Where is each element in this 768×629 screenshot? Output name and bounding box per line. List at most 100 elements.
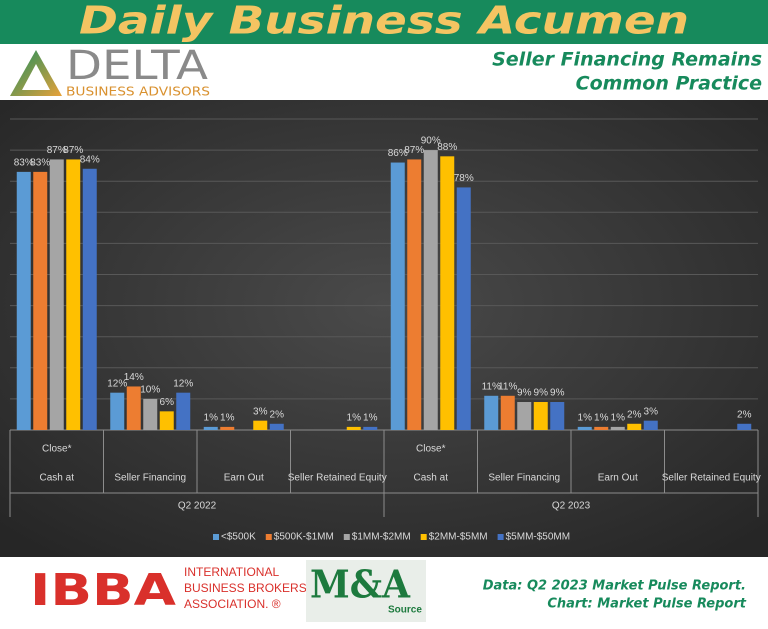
data-label: 86% [388, 148, 408, 159]
data-label: 12% [173, 378, 193, 389]
bar [363, 426, 378, 430]
legend-label: $500K-$1MM [274, 532, 334, 543]
bar [33, 171, 48, 430]
legend-swatch [343, 534, 350, 540]
data-label: 84% [80, 154, 100, 165]
bar [269, 423, 284, 430]
bar [82, 168, 97, 430]
data-label: 87% [47, 145, 67, 156]
data-label: 14% [124, 372, 144, 383]
x-tick-label: Seller Financing [114, 473, 186, 484]
bar [143, 398, 158, 430]
data-label: 87% [404, 145, 424, 156]
bar [110, 392, 125, 430]
data-label: 2% [627, 409, 642, 420]
x-tick-label: Seller Financing [488, 473, 560, 484]
bar [159, 411, 174, 430]
bar [203, 426, 218, 430]
ibba-name: BUSINESS BROKERS [184, 581, 307, 595]
bar [594, 426, 609, 430]
bar [737, 423, 752, 430]
x-tick-label: Close* [42, 444, 72, 455]
bar [440, 156, 455, 430]
logo-triangle-inner [22, 64, 50, 90]
data-label: 2% [737, 409, 752, 420]
bar [456, 187, 471, 430]
data-label: 9% [534, 388, 549, 399]
x-tick-label: Cash at [414, 473, 449, 484]
header-banner [0, 0, 768, 44]
data-label: 2% [270, 409, 285, 420]
bar [16, 171, 31, 430]
data-label: 78% [454, 173, 474, 184]
bar [49, 159, 64, 430]
x-tick-label: Earn Out [598, 473, 638, 484]
legend-swatch [213, 534, 219, 540]
data-label: 3% [253, 406, 268, 417]
data-label: 11% [482, 381, 501, 392]
legend-label: $2MM-$5MM [429, 532, 488, 543]
data-label: 9% [550, 388, 565, 399]
x-tick-label: Cash at [40, 473, 75, 484]
data-label: 10% [140, 385, 160, 396]
data-label: 12% [107, 378, 127, 389]
bar [390, 162, 405, 431]
bar [423, 150, 438, 430]
x-tick-label: Seller Retained Equity [662, 473, 761, 484]
data-label: 9% [517, 388, 532, 399]
bar [517, 402, 532, 430]
data-label: 11% [498, 381, 517, 392]
bar [484, 395, 499, 430]
header-band [0, 44, 768, 100]
data-label: 1% [363, 413, 378, 424]
subtitle-line: Common Practice [576, 73, 762, 95]
legend-label: $1MM-$2MM [352, 532, 411, 543]
data-label: 87% [63, 145, 83, 156]
legend-swatch [420, 534, 427, 540]
x-tick-label: Earn Out [224, 473, 264, 484]
mna-logo-box [306, 560, 426, 622]
legend-label: <$500K [221, 532, 256, 543]
bar [500, 395, 515, 430]
bar [577, 426, 592, 430]
x-tick-label: Close* [416, 444, 446, 455]
logo-name: DELTA [66, 43, 209, 89]
ibba-logo: IBBA [30, 565, 176, 616]
chart: Close* Cash at Seller Financing Earn Out Sel… [9, 118, 761, 543]
data-label: 1% [611, 413, 626, 424]
ibba-name: INTERNATIONAL [184, 565, 279, 579]
legend-swatch [265, 534, 272, 540]
mna-source: Source [388, 605, 422, 616]
bar [643, 420, 658, 430]
bar [220, 426, 235, 430]
x-tick-label: Seller Retained Equity [288, 473, 387, 484]
bar [176, 392, 191, 430]
bar [253, 420, 268, 430]
bar [627, 423, 642, 430]
data-label: 90% [421, 136, 441, 147]
data-label: 83% [14, 158, 34, 169]
group-label: Q2 2022 [178, 501, 217, 512]
data-label: 3% [644, 406, 659, 417]
ibba-name: ASSOCIATION. ® [184, 597, 281, 611]
legend-swatch [497, 534, 504, 540]
bar [346, 426, 361, 430]
bar [533, 402, 548, 430]
legend-label: $5MM-$50MM [506, 532, 570, 543]
group-label: Q2 2023 [552, 501, 591, 512]
data-label: 1% [220, 413, 235, 424]
delta-logo: DELTA BUSINESS ADVISORS [10, 43, 210, 99]
bar [550, 402, 565, 430]
data-label: 88% [437, 142, 457, 153]
header-title: Daily Business Acumen [79, 0, 689, 43]
data-label: 6% [160, 397, 175, 408]
bar [66, 159, 81, 430]
bar [126, 386, 141, 430]
data-label: 83% [30, 158, 50, 169]
data-label: 1% [594, 413, 609, 424]
credit-line: Chart: Market Pulse Report [547, 597, 746, 612]
data-label: 1% [204, 413, 219, 424]
bar [407, 159, 422, 430]
